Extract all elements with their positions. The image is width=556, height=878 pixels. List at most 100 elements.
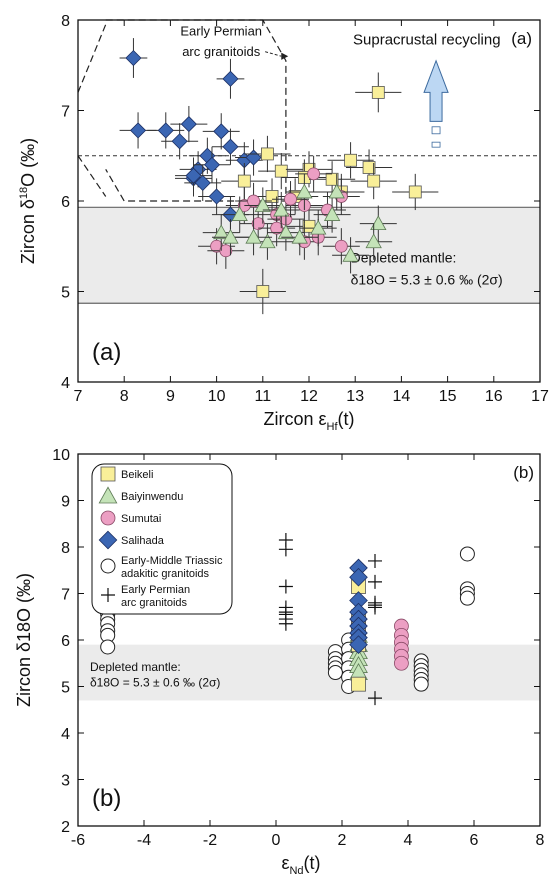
series-b-sumutai	[393, 618, 409, 671]
data-point-baiyinwendu	[277, 224, 295, 240]
data-point-b	[278, 616, 293, 631]
data-point-b	[349, 567, 368, 587]
data-point-b	[327, 665, 343, 681]
data-point-sumutai	[284, 192, 297, 206]
data-point-b	[368, 600, 382, 615]
data-point-b	[459, 590, 475, 606]
mantle-label-line1: Depleted mantle:	[351, 250, 457, 266]
data-point-salihada	[194, 174, 211, 191]
depleted-mantle-band-b	[78, 644, 540, 701]
b-ytick-label: 4	[61, 726, 70, 743]
data-point-baiyinwendu	[213, 224, 230, 240]
data-point-beikeli	[237, 174, 251, 188]
data-point-b	[368, 574, 382, 589]
legend-label: Beikeli	[121, 469, 153, 481]
data-point-baiyinwendu	[273, 201, 290, 217]
b-plot-frame	[77, 453, 541, 827]
data-point-salihada	[180, 116, 197, 133]
legend-marker-2	[100, 510, 116, 526]
x-axis-label-a: Zircon εHf(t)	[263, 409, 354, 433]
data-point-sumutai	[219, 244, 233, 258]
data-point-b	[278, 542, 293, 557]
legend-marker-4	[100, 558, 116, 574]
a-ytick-label: 5	[61, 285, 70, 302]
b-ytick-label: 5	[61, 680, 70, 697]
data-point-b	[459, 546, 475, 562]
early-permian-arrow-head	[281, 52, 289, 60]
data-point-b	[278, 579, 293, 594]
data-point-baiyinwendu	[296, 183, 313, 199]
data-point-baiyinwendu	[259, 233, 276, 249]
data-point-sumutai	[270, 221, 284, 235]
data-point-baiyinwendu	[245, 228, 262, 244]
data-point-baiyinwendu	[342, 246, 359, 262]
data-point-salihada	[171, 133, 188, 150]
data-point-baiyinwendu	[370, 215, 387, 231]
data-point-salihada	[185, 167, 202, 184]
b-xtick-label: 4	[404, 832, 413, 849]
a-xtick-label: 9	[166, 388, 175, 405]
series-b-salihada	[349, 558, 368, 654]
panel-a-label: (a)	[92, 339, 121, 366]
data-point-salihada	[222, 138, 239, 155]
recycling-arrow	[423, 59, 449, 122]
data-point-salihada	[157, 122, 174, 139]
data-point-sumutai	[307, 167, 321, 181]
b-xtick-label: 0	[272, 832, 281, 849]
a-xtick-label: 10	[208, 388, 226, 405]
legend-label: Salihada	[121, 535, 165, 547]
mantle-label-b-line2: δ18O = 5.3 ± 0.6 ‰ (2σ)	[90, 676, 220, 690]
series-b-early-permian-arc-granitoids	[278, 533, 382, 706]
data-point-baiyinwendu	[310, 219, 327, 235]
legend-label: Sumutai	[121, 513, 161, 525]
data-point-b	[351, 676, 366, 692]
data-point-b	[368, 553, 382, 568]
data-point-beikeli	[367, 174, 381, 188]
a-xtick-label: 11	[254, 388, 271, 405]
b-xtick-label: 6	[470, 832, 479, 849]
data-point-sumutai	[247, 194, 260, 208]
b-ytick-label: 9	[61, 494, 70, 511]
data-point-baiyinwendu	[365, 233, 382, 249]
data-point-salihada	[203, 156, 221, 173]
a-plot-frame	[77, 19, 541, 383]
data-point-salihada	[208, 188, 225, 205]
data-point-sumutai	[251, 217, 265, 231]
a-xtick-label: 16	[485, 388, 503, 405]
a-ytick-label: 4	[61, 375, 70, 392]
data-point-b	[413, 676, 429, 692]
legend-label: Early-Middle Triassic	[121, 555, 223, 567]
data-point-salihada	[222, 70, 239, 87]
data-point-beikeli	[274, 164, 288, 178]
data-point-baiyinwendu	[323, 206, 341, 221]
y-axis-label-a: Zircon δ18O (‰)	[18, 138, 38, 264]
b-ytick-label: 2	[61, 819, 70, 836]
mantle-label-b-line1: Depleted mantle:	[90, 660, 181, 674]
legend-marker-5	[101, 588, 115, 602]
legend-label: Early Permian	[121, 584, 190, 596]
x-axis-label-b: εNd(t)	[281, 853, 320, 877]
a-ytick-label: 8	[61, 13, 70, 30]
data-point-baiyinwendu	[291, 228, 308, 244]
data-point-beikeli	[371, 86, 385, 99]
data-point-salihada	[129, 122, 147, 139]
data-point-baiyinwendu	[328, 183, 345, 199]
b-ytick-label: 3	[61, 773, 70, 790]
a-xtick-label: 7	[74, 388, 83, 405]
legend-box	[91, 463, 233, 615]
data-point-b	[368, 691, 382, 706]
series-salihada	[119, 38, 273, 233]
data-point-beikeli	[362, 161, 376, 174]
b-ytick-label: 8	[61, 540, 70, 557]
data-point-baiyinwendu	[231, 206, 248, 221]
b-ytick-label: 6	[61, 633, 70, 650]
early-permian-label-line2: arc granitoids	[182, 44, 261, 59]
b-xtick-label: -2	[203, 832, 217, 849]
data-point-salihada	[125, 49, 142, 67]
panel-a-corner-label: (a)	[511, 29, 532, 48]
data-point-beikeli	[261, 147, 274, 161]
supracrustal-recycling-label: Supracrustal recycling	[353, 31, 501, 48]
early-permian-label-line1: Early Permian	[180, 23, 262, 38]
data-point-b	[393, 655, 409, 671]
recycling-arrow-dash-2	[431, 141, 441, 148]
